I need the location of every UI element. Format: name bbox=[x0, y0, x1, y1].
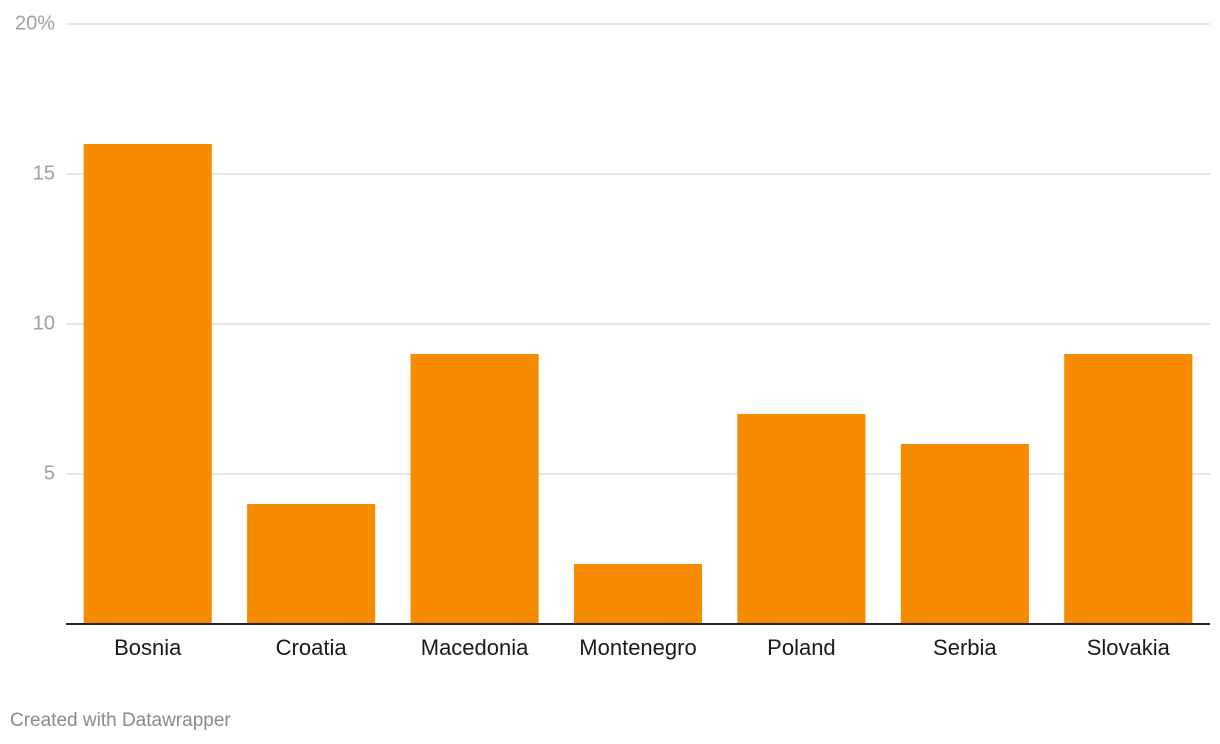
x-tick-label: Bosnia bbox=[114, 635, 182, 660]
x-tick-label: Poland bbox=[767, 635, 836, 660]
x-tick-label: Montenegro bbox=[579, 635, 696, 660]
y-tick-label: 15 bbox=[33, 162, 55, 184]
x-tick-label: Serbia bbox=[933, 635, 997, 660]
bar bbox=[83, 144, 212, 624]
y-tick-label: 20% bbox=[15, 12, 55, 34]
bar bbox=[410, 354, 539, 624]
bar bbox=[900, 444, 1029, 624]
bar bbox=[247, 504, 376, 624]
y-tick-label: 5 bbox=[44, 462, 55, 484]
bar bbox=[737, 414, 866, 624]
bar bbox=[1064, 354, 1193, 624]
y-tick-label: 10 bbox=[33, 312, 55, 334]
bar bbox=[573, 564, 703, 624]
credit: Created with Datawrapper bbox=[10, 710, 231, 731]
x-tick-label: Croatia bbox=[276, 635, 348, 660]
x-tick-label: Slovakia bbox=[1087, 635, 1171, 660]
x-tick-label: Macedonia bbox=[421, 635, 529, 660]
